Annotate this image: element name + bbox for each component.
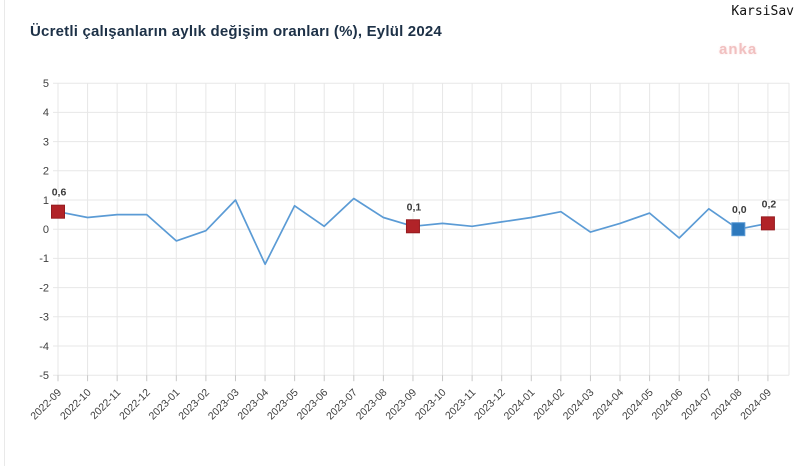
marker-square-red [51, 204, 65, 219]
x-tick-label: 2023-10 [413, 387, 449, 423]
x-tick-label: 2023-03 [206, 387, 242, 423]
y-tick-label: 3 [43, 136, 49, 148]
x-tick-label: 2023-08 [354, 387, 390, 423]
y-tick-label: -3 [39, 312, 49, 324]
x-tick-label: 2023-02 [176, 387, 212, 423]
x-tick-label: 2024-08 [709, 387, 745, 423]
data-point-label: 0,1 [407, 201, 422, 213]
x-tick-label: 2023-06 [295, 387, 331, 423]
marker-square-blue [731, 222, 746, 237]
data-point-label: 0,2 [762, 198, 777, 210]
corner-watermark-text: KarsiSav [731, 4, 794, 19]
y-tick-label: -1 [39, 253, 49, 265]
x-tick-label: 2022-12 [117, 387, 153, 423]
x-tick-label: 2024-06 [650, 387, 686, 423]
y-tick-label: 0 [43, 224, 49, 236]
y-tick-label: 1 [43, 195, 49, 207]
chart-title: Ücretli çalışanların aylık değişim oranl… [30, 23, 442, 40]
y-tick-label: -4 [39, 341, 49, 353]
y-tick-label: 4 [43, 107, 49, 119]
x-tick-label: 2023-07 [324, 387, 360, 423]
page-left-border [4, 0, 5, 466]
data-point-label: 0,0 [732, 204, 747, 216]
x-tick-label: 2023-09 [383, 387, 419, 423]
y-tick-label: 2 [43, 166, 49, 178]
x-tick-label: 2023-12 [472, 387, 508, 423]
x-tick-label: 2024-03 [561, 387, 597, 423]
x-tick-label: 2023-04 [235, 387, 271, 423]
y-tick-label: 5 [43, 78, 49, 90]
y-tick-label: -2 [39, 282, 49, 294]
x-tick-label: 2024-09 [738, 387, 774, 423]
x-tick-label: 2022-11 [88, 387, 123, 422]
x-tick-label: 2024-07 [679, 387, 715, 423]
x-tick-label: 2024-02 [531, 387, 567, 423]
x-tick-label: 2022-10 [58, 387, 94, 423]
x-tick-label: 2023-01 [147, 387, 183, 423]
x-tick-label: 2024-05 [620, 387, 656, 423]
x-tick-label: 2023-05 [265, 387, 301, 423]
marker-square-red [760, 216, 775, 231]
data-point-label: 0,6 [52, 187, 67, 199]
x-tick-label: 2024-01 [502, 387, 538, 423]
y-tick-label: -5 [39, 370, 49, 382]
x-tick-label: 2023-11 [443, 387, 478, 422]
x-tick-label: 2024-04 [590, 387, 626, 423]
x-tick-label: 2022-09 [28, 387, 64, 423]
marker-square-red [405, 219, 420, 234]
anka-logo-watermark: anka [719, 41, 758, 58]
